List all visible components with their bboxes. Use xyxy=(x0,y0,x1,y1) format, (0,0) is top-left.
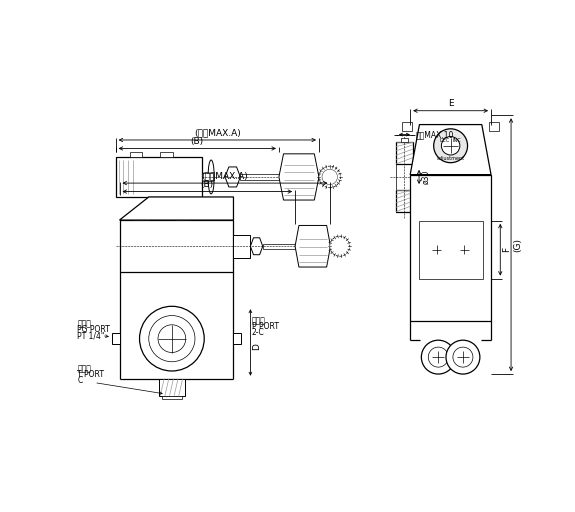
Circle shape xyxy=(421,340,455,374)
Bar xyxy=(120,220,233,272)
Text: 圧力口: 圧力口 xyxy=(252,316,266,326)
Ellipse shape xyxy=(208,160,214,194)
Bar xyxy=(175,213,190,220)
Text: (最大MAX.A): (最大MAX.A) xyxy=(202,172,248,181)
Circle shape xyxy=(322,169,338,185)
Polygon shape xyxy=(410,124,491,175)
Polygon shape xyxy=(279,154,319,200)
Bar xyxy=(233,333,241,344)
Text: INC: INC xyxy=(453,138,461,143)
Bar xyxy=(202,173,213,181)
Circle shape xyxy=(149,315,195,362)
Text: (B): (B) xyxy=(201,180,214,189)
Text: DEC: DEC xyxy=(439,138,450,143)
Bar xyxy=(233,234,251,258)
Circle shape xyxy=(158,325,186,352)
Text: D: D xyxy=(252,343,261,350)
Bar xyxy=(263,244,295,248)
Circle shape xyxy=(140,306,204,371)
Bar xyxy=(159,379,185,396)
Circle shape xyxy=(428,347,448,367)
Text: C: C xyxy=(77,376,82,385)
Bar xyxy=(129,152,142,157)
Text: P PORT: P PORT xyxy=(252,322,279,331)
Text: (最大MAX.A): (最大MAX.A) xyxy=(194,129,241,138)
Text: F: F xyxy=(503,247,512,252)
Text: 最大MAX.10: 最大MAX.10 xyxy=(416,130,454,139)
Text: adjustment: adjustment xyxy=(436,156,465,161)
Text: 測圧口: 測圧口 xyxy=(77,319,91,329)
Bar xyxy=(112,333,120,344)
Bar xyxy=(396,142,413,164)
Polygon shape xyxy=(225,167,240,187)
Text: E: E xyxy=(448,99,454,109)
Bar xyxy=(489,121,499,131)
Text: (G): (G) xyxy=(513,238,522,252)
Circle shape xyxy=(453,347,473,367)
Text: 回油口: 回油口 xyxy=(77,365,91,373)
Polygon shape xyxy=(120,197,233,220)
Text: PT 1/4": PT 1/4" xyxy=(77,331,105,340)
Polygon shape xyxy=(295,225,331,267)
Bar xyxy=(133,213,149,220)
Circle shape xyxy=(329,236,350,256)
Text: (B): (B) xyxy=(191,137,204,146)
Text: PG PORT: PG PORT xyxy=(77,325,110,334)
Bar xyxy=(401,138,408,142)
Circle shape xyxy=(446,340,480,374)
Polygon shape xyxy=(251,238,263,254)
Bar xyxy=(240,174,279,180)
Text: 2-C: 2-C xyxy=(252,328,264,337)
Bar xyxy=(116,157,202,197)
Bar xyxy=(410,175,491,321)
Bar xyxy=(419,221,482,279)
Circle shape xyxy=(319,166,340,188)
Bar xyxy=(162,396,182,399)
Text: ø30: ø30 xyxy=(421,170,430,184)
Bar xyxy=(396,190,413,211)
Bar xyxy=(160,152,172,157)
Circle shape xyxy=(434,129,467,163)
Bar xyxy=(402,121,412,131)
Text: T PORT: T PORT xyxy=(77,370,104,379)
Circle shape xyxy=(442,137,460,155)
